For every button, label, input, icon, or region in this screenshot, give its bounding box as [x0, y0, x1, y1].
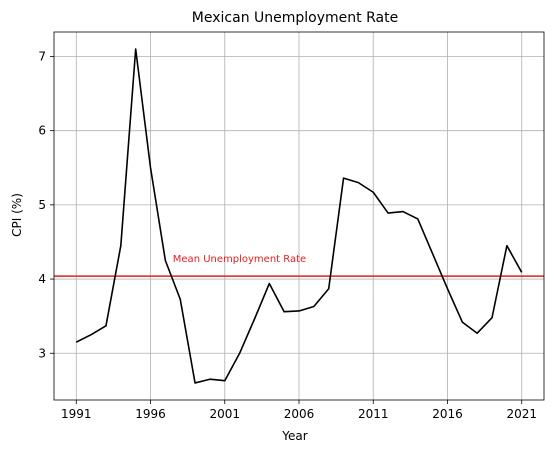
y-tick-label: 6 [38, 124, 46, 138]
x-tick-label: 1991 [61, 407, 92, 421]
series-group [75, 48, 523, 384]
y-tick-label: 3 [38, 346, 46, 360]
mean-line-group: Mean Unemployment Rate [54, 254, 544, 277]
x-tick-label: 2001 [209, 407, 240, 421]
grid-lines [54, 32, 544, 400]
x-tick-label: 2011 [358, 407, 389, 421]
y-axis-ticks: 3 4 5 6 7 [38, 49, 54, 360]
series-line [75, 48, 523, 384]
chart-title: Mexican Unemployment Rate [192, 10, 398, 26]
x-tick-label: 2016 [432, 407, 463, 421]
x-axis-label: Year [281, 429, 307, 443]
mean-line-label: Mean Unemployment Rate [173, 254, 306, 265]
x-axis-ticks: 1991 1996 2001 2006 2011 2016 2021 [61, 400, 537, 421]
x-tick-label: 1996 [135, 407, 166, 421]
x-tick-label: 2021 [506, 407, 537, 421]
x-tick-label: 2006 [284, 407, 315, 421]
y-tick-label: 7 [38, 49, 46, 63]
y-tick-label: 5 [38, 198, 46, 212]
y-axis-label: CPI (%) [10, 193, 24, 237]
y-tick-label: 4 [38, 272, 46, 286]
